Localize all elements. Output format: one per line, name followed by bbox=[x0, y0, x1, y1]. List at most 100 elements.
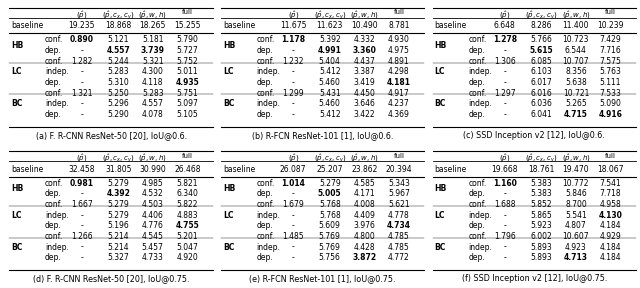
Text: -: - bbox=[292, 46, 294, 55]
Text: dep.: dep. bbox=[45, 253, 62, 262]
Text: 19.470: 19.470 bbox=[563, 164, 589, 174]
Text: 30.990: 30.990 bbox=[140, 164, 166, 174]
Text: (d) F. R-CNN ResNet-50 [20], IoU@0.75.: (d) F. R-CNN ResNet-50 [20], IoU@0.75. bbox=[33, 274, 189, 283]
Text: 6.103: 6.103 bbox=[531, 67, 552, 76]
Text: $({\hat{p}}, c_x, c_y)$: $({\hat{p}}, c_x, c_y)$ bbox=[102, 153, 134, 165]
Text: $({\hat{p}}, c_x, c_y)$: $({\hat{p}}, c_x, c_y)$ bbox=[102, 9, 134, 22]
Text: LC: LC bbox=[435, 211, 445, 220]
Text: 5.412: 5.412 bbox=[319, 110, 340, 119]
Text: 5.769: 5.769 bbox=[319, 232, 340, 241]
Text: 4.991: 4.991 bbox=[318, 46, 342, 55]
Text: BC: BC bbox=[12, 242, 23, 252]
Text: 5.196: 5.196 bbox=[108, 221, 129, 230]
Text: dep.: dep. bbox=[468, 78, 485, 87]
Text: 4.392: 4.392 bbox=[106, 190, 130, 198]
Text: conf.: conf. bbox=[45, 35, 63, 44]
Text: 5.283: 5.283 bbox=[108, 67, 129, 76]
Text: 5.105: 5.105 bbox=[177, 110, 198, 119]
Text: 1.667: 1.667 bbox=[71, 200, 93, 209]
Text: 4.184: 4.184 bbox=[600, 253, 621, 262]
Text: baseline: baseline bbox=[435, 164, 467, 174]
Text: baseline: baseline bbox=[12, 164, 44, 174]
Text: indep.: indep. bbox=[257, 67, 280, 76]
Text: 4.237: 4.237 bbox=[388, 99, 410, 108]
Text: BC: BC bbox=[12, 99, 23, 108]
Text: 3.422: 3.422 bbox=[353, 110, 375, 119]
Text: 8.781: 8.781 bbox=[388, 21, 410, 30]
Text: dep.: dep. bbox=[45, 46, 62, 55]
Text: full: full bbox=[394, 9, 404, 15]
Text: dep.: dep. bbox=[257, 78, 273, 87]
Text: 4.406: 4.406 bbox=[142, 211, 164, 220]
Text: $({\hat{p}})$: $({\hat{p}})$ bbox=[499, 9, 511, 21]
Text: indep.: indep. bbox=[468, 99, 492, 108]
Text: 4.715: 4.715 bbox=[564, 110, 588, 119]
Text: BC: BC bbox=[435, 99, 446, 108]
Text: conf.: conf. bbox=[468, 179, 486, 188]
Text: $({\hat{p}}, c_x, c_y)$: $({\hat{p}}, c_x, c_y)$ bbox=[314, 9, 346, 22]
Text: BC: BC bbox=[435, 242, 446, 252]
Text: dep.: dep. bbox=[45, 190, 62, 198]
Text: 5.756: 5.756 bbox=[319, 253, 340, 262]
Text: 4.545: 4.545 bbox=[142, 232, 164, 241]
Text: 5.090: 5.090 bbox=[600, 99, 621, 108]
Text: baseline: baseline bbox=[223, 21, 255, 30]
Text: dep.: dep. bbox=[468, 221, 485, 230]
Text: 5.343: 5.343 bbox=[388, 179, 410, 188]
Text: -: - bbox=[504, 242, 506, 252]
Text: conf.: conf. bbox=[45, 232, 63, 241]
Text: 4.184: 4.184 bbox=[600, 221, 621, 230]
Text: 4.557: 4.557 bbox=[106, 46, 130, 55]
Text: 4.369: 4.369 bbox=[388, 110, 410, 119]
Text: 5.609: 5.609 bbox=[319, 221, 340, 230]
Text: 4.733: 4.733 bbox=[142, 253, 164, 262]
Text: LC: LC bbox=[12, 211, 22, 220]
Text: 5.769: 5.769 bbox=[319, 242, 340, 252]
Text: 1.299: 1.299 bbox=[282, 89, 304, 98]
Text: 4.776: 4.776 bbox=[142, 221, 164, 230]
Text: 4.332: 4.332 bbox=[353, 35, 375, 44]
Text: 15.255: 15.255 bbox=[174, 21, 200, 30]
Text: 4.713: 4.713 bbox=[564, 253, 588, 262]
Text: -: - bbox=[80, 253, 83, 262]
Text: -: - bbox=[504, 211, 506, 220]
Text: 6.544: 6.544 bbox=[565, 46, 587, 55]
Text: 4.118: 4.118 bbox=[142, 78, 163, 87]
Text: indep.: indep. bbox=[45, 67, 69, 76]
Text: 5.752: 5.752 bbox=[177, 57, 198, 66]
Text: conf.: conf. bbox=[45, 200, 63, 209]
Text: 5.852: 5.852 bbox=[531, 200, 552, 209]
Text: 1.014: 1.014 bbox=[281, 179, 305, 188]
Text: 5.822: 5.822 bbox=[177, 200, 198, 209]
Text: 7.429: 7.429 bbox=[600, 35, 621, 44]
Text: 4.503: 4.503 bbox=[142, 200, 164, 209]
Text: 5.460: 5.460 bbox=[319, 78, 340, 87]
Text: baseline: baseline bbox=[435, 21, 467, 30]
Text: 4.930: 4.930 bbox=[388, 35, 410, 44]
Text: (e) R-FCN ResNet-101 [1], IoU@0.75.: (e) R-FCN ResNet-101 [1], IoU@0.75. bbox=[250, 274, 396, 283]
Text: LC: LC bbox=[223, 211, 234, 220]
Text: 7.718: 7.718 bbox=[600, 190, 621, 198]
Text: 5.392: 5.392 bbox=[319, 35, 340, 44]
Text: 1.679: 1.679 bbox=[282, 200, 304, 209]
Text: 4.807: 4.807 bbox=[565, 221, 587, 230]
Text: dep.: dep. bbox=[257, 110, 273, 119]
Text: 3.646: 3.646 bbox=[353, 99, 375, 108]
Text: -: - bbox=[292, 99, 294, 108]
Text: 3.419: 3.419 bbox=[353, 78, 375, 87]
Text: 4.437: 4.437 bbox=[353, 57, 375, 66]
Text: -: - bbox=[80, 110, 83, 119]
Text: conf.: conf. bbox=[468, 232, 486, 241]
Text: dep.: dep. bbox=[468, 46, 485, 55]
Text: -: - bbox=[292, 253, 294, 262]
Text: conf.: conf. bbox=[257, 57, 275, 66]
Text: 4.532: 4.532 bbox=[142, 190, 164, 198]
Text: 4.920: 4.920 bbox=[177, 253, 198, 262]
Text: 1.282: 1.282 bbox=[71, 57, 92, 66]
Text: -: - bbox=[292, 67, 294, 76]
Text: HB: HB bbox=[223, 41, 236, 50]
Text: 1.160: 1.160 bbox=[493, 179, 516, 188]
Text: 4.300: 4.300 bbox=[142, 67, 164, 76]
Text: 5.766: 5.766 bbox=[531, 35, 552, 44]
Text: $({\hat{p}})$: $({\hat{p}})$ bbox=[76, 153, 87, 164]
